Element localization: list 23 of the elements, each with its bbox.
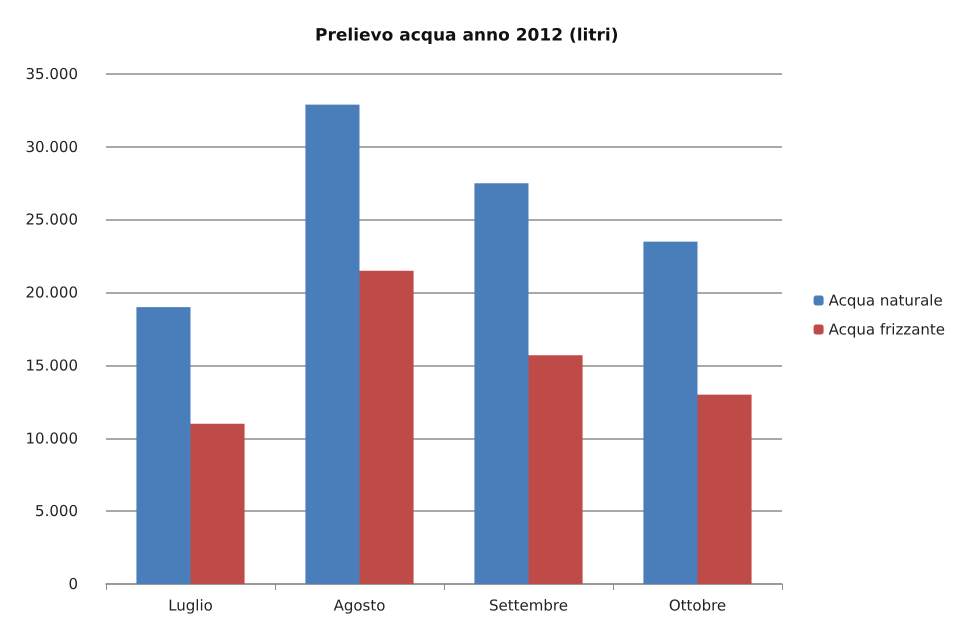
y-tick-label: 30.000 bbox=[26, 138, 78, 156]
bar bbox=[360, 270, 414, 584]
x-tick-label: Settembre bbox=[489, 596, 568, 614]
y-tick-label: 15.000 bbox=[26, 356, 78, 374]
legend-label: Acqua frizzante bbox=[828, 320, 945, 338]
bar bbox=[643, 242, 698, 584]
bar bbox=[305, 104, 360, 584]
y-tick-label: 20.000 bbox=[26, 284, 78, 302]
y-tick-label: 25.000 bbox=[26, 210, 78, 229]
y-tick-label: 5.000 bbox=[35, 502, 78, 520]
chart-title: Prelievo acqua anno 2012 (litri) bbox=[315, 26, 618, 46]
bar bbox=[474, 183, 528, 584]
bar bbox=[136, 307, 190, 584]
y-tick-label: 0 bbox=[68, 575, 78, 593]
x-tick-label: Ottobre bbox=[668, 596, 726, 614]
legend-label: Acqua naturale bbox=[828, 292, 943, 310]
y-tick-label: 10.000 bbox=[26, 429, 78, 448]
x-tick-label: Agosto bbox=[334, 596, 386, 614]
bar bbox=[698, 394, 752, 584]
bar bbox=[528, 355, 583, 584]
bar bbox=[190, 424, 245, 584]
y-tick-label: 35.000 bbox=[26, 65, 78, 83]
x-tick-label: Luglio bbox=[168, 596, 213, 614]
